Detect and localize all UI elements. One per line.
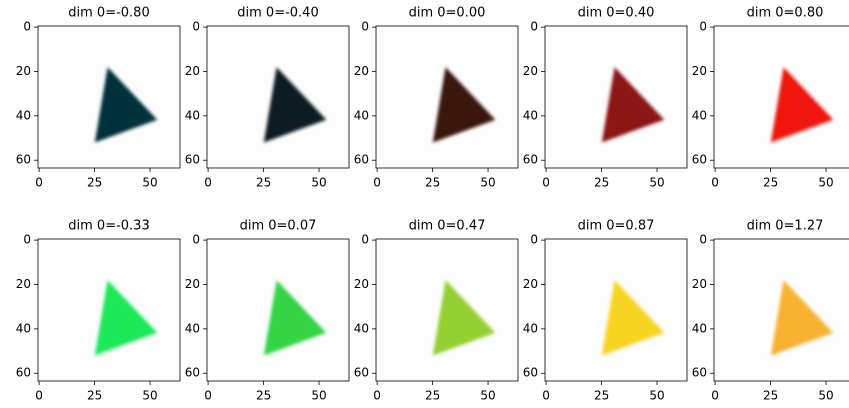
y-tick-label: 0 bbox=[192, 233, 200, 247]
x-tick-label: 25 bbox=[594, 176, 609, 190]
y-tick-label: 20 bbox=[692, 277, 707, 291]
y-tick-label: 0 bbox=[699, 20, 707, 34]
y-tick-label: 20 bbox=[16, 277, 31, 291]
x-tick-label: 50 bbox=[649, 176, 664, 190]
x-tick-label: 50 bbox=[480, 176, 495, 190]
x-tick-label: 0 bbox=[204, 389, 212, 403]
subplot-title: dim 0=1.27 bbox=[747, 219, 824, 234]
x-tick-label: 0 bbox=[204, 176, 212, 190]
x-tick-label: 50 bbox=[142, 176, 157, 190]
y-tick-label: 0 bbox=[530, 20, 538, 34]
x-tick-label: 25 bbox=[594, 389, 609, 403]
y-tick-label: 60 bbox=[692, 153, 707, 167]
y-tick-label: 0 bbox=[361, 20, 369, 34]
y-tick-label: 40 bbox=[185, 321, 200, 335]
x-tick-label: 0 bbox=[542, 176, 550, 190]
x-tick-label: 50 bbox=[480, 389, 495, 403]
subplot-title: dim 0=0.87 bbox=[578, 219, 655, 234]
y-tick-label: 40 bbox=[523, 321, 538, 335]
y-tick-label: 40 bbox=[523, 108, 538, 122]
y-tick-label: 40 bbox=[16, 321, 31, 335]
x-tick-label: 0 bbox=[35, 176, 43, 190]
x-tick-label: 50 bbox=[311, 176, 326, 190]
x-tick-label: 50 bbox=[142, 389, 157, 403]
y-tick-label: 0 bbox=[23, 233, 31, 247]
subplot-title: dim 0=0.40 bbox=[578, 6, 655, 21]
x-tick-label: 50 bbox=[818, 176, 833, 190]
y-tick-label: 40 bbox=[692, 321, 707, 335]
x-tick-label: 25 bbox=[87, 389, 102, 403]
y-tick-label: 0 bbox=[699, 233, 707, 247]
y-tick-label: 60 bbox=[692, 366, 707, 380]
y-tick-label: 20 bbox=[16, 64, 31, 78]
x-tick-label: 50 bbox=[649, 389, 664, 403]
subplot-title: dim 0=0.00 bbox=[409, 6, 486, 21]
x-tick-label: 50 bbox=[818, 389, 833, 403]
figure: dim 0=-0.80 0 25 50 0 20 40 60 dim 0=-0.40 0 25 50 0… bbox=[0, 0, 849, 408]
y-tick-label: 0 bbox=[192, 20, 200, 34]
y-tick-label: 60 bbox=[523, 366, 538, 380]
y-tick-label: 20 bbox=[523, 277, 538, 291]
x-tick-label: 0 bbox=[711, 389, 719, 403]
y-tick-label: 20 bbox=[354, 64, 369, 78]
y-tick-label: 40 bbox=[692, 108, 707, 122]
y-tick-label: 60 bbox=[354, 153, 369, 167]
y-tick-label: 40 bbox=[185, 108, 200, 122]
y-tick-label: 0 bbox=[530, 233, 538, 247]
y-tick-label: 20 bbox=[523, 64, 538, 78]
y-tick-label: 40 bbox=[354, 321, 369, 335]
y-tick-label: 40 bbox=[16, 108, 31, 122]
x-tick-label: 25 bbox=[763, 176, 778, 190]
x-tick-label: 25 bbox=[256, 389, 271, 403]
x-tick-label: 25 bbox=[425, 176, 440, 190]
y-tick-label: 60 bbox=[185, 153, 200, 167]
y-tick-label: 20 bbox=[354, 277, 369, 291]
y-tick-label: 0 bbox=[23, 20, 31, 34]
subplot-title: dim 0=-0.40 bbox=[237, 6, 318, 21]
subplot-title: dim 0=-0.33 bbox=[68, 219, 149, 234]
y-tick-label: 60 bbox=[523, 153, 538, 167]
x-tick-label: 0 bbox=[373, 176, 381, 190]
subplot-title: dim 0=0.47 bbox=[409, 219, 486, 234]
x-tick-label: 25 bbox=[87, 176, 102, 190]
x-tick-label: 25 bbox=[763, 389, 778, 403]
x-tick-label: 0 bbox=[711, 176, 719, 190]
x-tick-label: 50 bbox=[311, 389, 326, 403]
y-tick-label: 60 bbox=[16, 366, 31, 380]
y-tick-label: 40 bbox=[354, 108, 369, 122]
y-tick-label: 60 bbox=[354, 366, 369, 380]
y-tick-label: 60 bbox=[185, 366, 200, 380]
y-tick-label: 20 bbox=[692, 64, 707, 78]
x-tick-label: 0 bbox=[542, 389, 550, 403]
subplot-title: dim 0=0.07 bbox=[240, 219, 317, 234]
y-tick-label: 20 bbox=[185, 277, 200, 291]
y-tick-label: 0 bbox=[361, 233, 369, 247]
y-tick-label: 20 bbox=[185, 64, 200, 78]
x-tick-label: 0 bbox=[373, 389, 381, 403]
subplot-title: dim 0=0.80 bbox=[747, 6, 824, 21]
x-tick-label: 25 bbox=[425, 389, 440, 403]
x-tick-label: 25 bbox=[256, 176, 271, 190]
y-tick-label: 60 bbox=[16, 153, 31, 167]
x-tick-label: 0 bbox=[35, 389, 43, 403]
subplot-title: dim 0=-0.80 bbox=[68, 6, 149, 21]
